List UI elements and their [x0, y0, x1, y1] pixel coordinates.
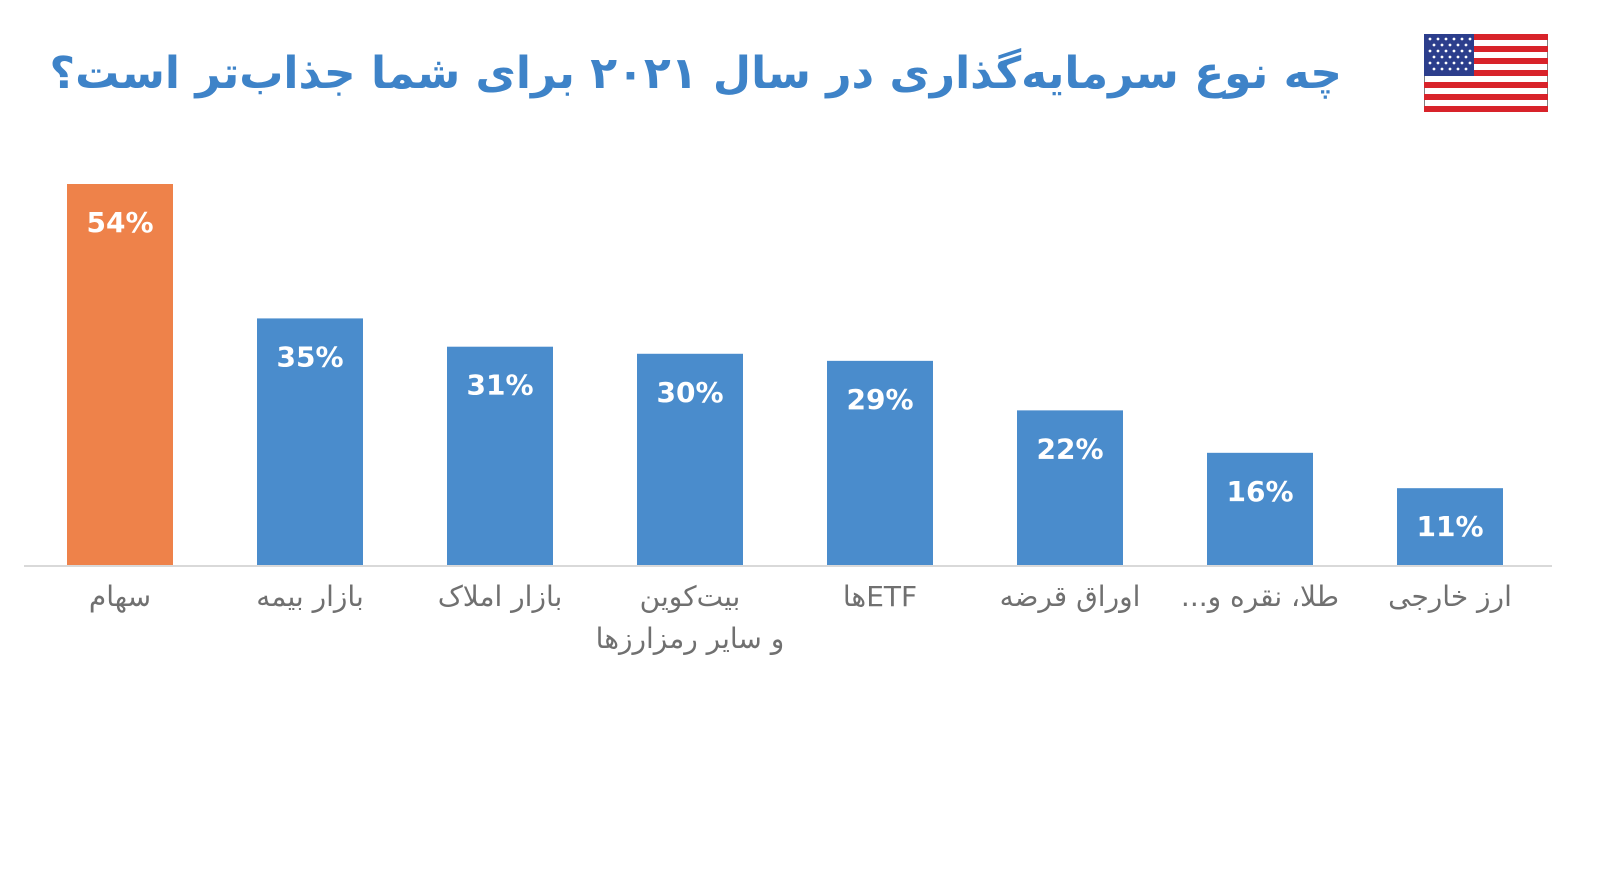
category-label-1: سهام — [89, 580, 151, 613]
bar-1 — [67, 184, 173, 566]
bar-7 — [1207, 452, 1313, 566]
data-label-5: 29% — [846, 383, 913, 416]
category-label-4-line-1: بیت‌کوین — [640, 580, 741, 613]
data-label-2: 35% — [276, 340, 343, 373]
bar-2 — [257, 318, 363, 566]
data-label-8: 11% — [1416, 510, 1483, 543]
data-label-6: 22% — [1036, 432, 1103, 465]
data-label-7: 16% — [1226, 475, 1293, 508]
category-label-6: اوراق قرضه — [1000, 580, 1141, 613]
category-label-5: ETFها — [843, 580, 917, 613]
category-label-3: بازار املاک — [438, 580, 563, 613]
chart-title: چه نوع سرمایه‌گذاری در سال ۲۰۲۱ برای شما… — [49, 48, 1342, 99]
data-label-4: 30% — [656, 376, 723, 409]
bar-4 — [637, 353, 743, 566]
bar-6 — [1017, 410, 1123, 566]
data-label-1: 54% — [86, 206, 153, 239]
category-label-8: ارز خارجی — [1388, 580, 1512, 613]
category-label-2: بازار بیمه — [256, 580, 364, 613]
bar-8 — [1397, 488, 1503, 566]
us-flag-icon — [1424, 34, 1548, 112]
category-label-7: طلا، نقره و... — [1181, 580, 1339, 613]
category-label-4-line-2: و سایر رمزارزها — [596, 622, 785, 655]
bar-3 — [447, 346, 553, 566]
bar-5 — [827, 360, 933, 566]
data-label-3: 31% — [466, 369, 533, 402]
